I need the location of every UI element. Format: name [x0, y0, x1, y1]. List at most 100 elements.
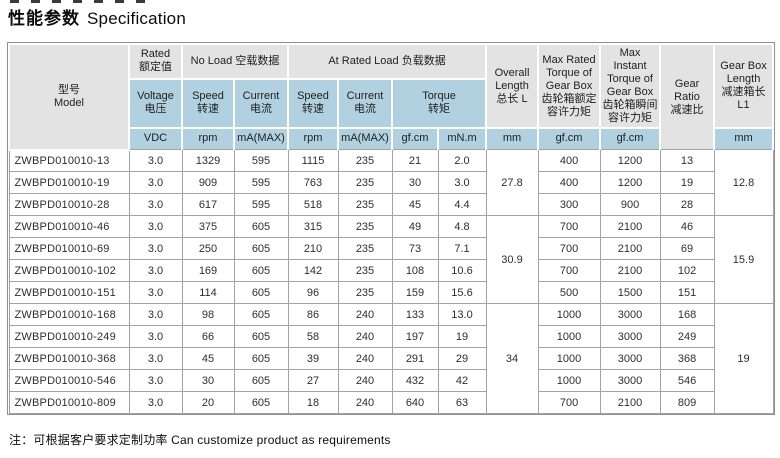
torque-gfcm-cell: 21 [391, 149, 439, 172]
max-instant-torque-cell: 1200 [599, 171, 661, 194]
header-no-load-current-en: Current [242, 90, 280, 103]
max-rated-torque-cell: 1000 [537, 325, 601, 348]
rated-speed-cell: 96 [287, 281, 339, 304]
model-cell: ZWBPD010010-102 [8, 259, 130, 282]
header-torque-cn: 转矩 [428, 103, 450, 116]
no-load-speed-cell: 617 [181, 193, 235, 216]
unit-voltage: VDC [128, 127, 183, 150]
overall-length-cell: 30.9 [485, 215, 539, 304]
header-torque: Torque 转矩 [390, 77, 488, 130]
table-row: ZWBPD010010-13 3.0 1329 595 1115 235 21 2.0 27.8… [8, 149, 774, 216]
header-gear-box-length: Gear Box Length 减速箱长 L1 [713, 43, 775, 129]
gear-ratio-cell: 151 [659, 281, 715, 304]
table-row: ZWBPD010010-102 3.0 169 605 142 235 108 10.6 700… [8, 259, 773, 282]
header-row-fields: Voltage 电压 Speed 转速 Current 电流 Speed 转速 … [9, 77, 773, 130]
torque-mnm-cell: 10.6 [437, 259, 487, 282]
gear-ratio-cell: 168 [659, 303, 715, 326]
no-load-current-cell: 605 [233, 369, 289, 392]
max-rated-torque-cell: 400 [537, 171, 601, 194]
rated-speed-cell: 86 [287, 303, 339, 326]
spec-table-header: 型号 Model Rated 额定值 No Load 空载数据 At Rated… [8, 43, 775, 151]
model-cell: ZWBPD010010-69 [8, 237, 130, 260]
no-load-current-cell: 605 [233, 237, 289, 260]
max-instant-torque-cell: 2100 [599, 391, 661, 414]
torque-gfcm-cell: 159 [391, 281, 439, 304]
header-gear-ratio-en: Gear Ratio [674, 77, 700, 103]
max-instant-torque-cell: 2100 [599, 237, 661, 260]
model-cell: ZWBPD010010-13 [8, 149, 130, 172]
rated-current-cell: 240 [337, 303, 393, 326]
page-crop-artifact [10, 0, 150, 3]
no-load-speed-cell: 30 [181, 369, 235, 392]
no-load-speed-cell: 169 [181, 259, 235, 282]
unit-max-rated-torque: gf.cm [537, 127, 602, 150]
header-rated-cn: 额定值 [139, 61, 172, 74]
gear-ratio-cell: 546 [659, 369, 715, 392]
header-voltage-cn: 电压 [144, 103, 167, 116]
header-no-load: No Load 空载数据 [181, 43, 289, 80]
header-gear-box-length-en: Gear Box Length [720, 60, 767, 85]
header-model-cn: 型号 [58, 83, 80, 96]
table-row: ZWBPD010010-368 3.0 45 605 39 240 291 29 1000 300… [8, 347, 773, 370]
voltage-cell: 3.0 [128, 259, 183, 282]
torque-mnm-cell: 15.6 [437, 281, 487, 304]
rated-current-cell: 235 [337, 259, 393, 282]
header-max-instant-torque-cn: 齿轮箱瞬间容许力矩 [602, 99, 658, 124]
torque-gfcm-cell: 291 [391, 347, 439, 370]
unit-max-instant-torque: gf.cm [599, 127, 662, 150]
rated-current-cell: 240 [337, 325, 393, 348]
table-row: ZWBPD010010-69 3.0 250 605 210 235 73 7.1 700 210… [8, 237, 773, 260]
no-load-current-cell: 605 [233, 303, 289, 326]
max-instant-torque-cell: 900 [599, 193, 661, 216]
no-load-speed-cell: 1329 [181, 149, 235, 172]
gear-ratio-cell: 69 [659, 237, 715, 260]
unit-overall-length: mm [485, 127, 540, 150]
header-no-load-current-cn: 电流 [250, 103, 272, 116]
max-rated-torque-cell: 1000 [537, 303, 601, 326]
max-rated-torque-cell: 700 [537, 391, 601, 414]
no-load-current-cell: 605 [233, 391, 289, 414]
no-load-speed-cell: 20 [181, 391, 235, 414]
rated-speed-cell: 763 [287, 171, 339, 194]
rated-current-cell: 235 [337, 193, 393, 216]
rated-current-cell: 235 [337, 237, 393, 260]
no-load-speed-cell: 250 [181, 237, 235, 260]
voltage-cell: 3.0 [128, 303, 183, 326]
voltage-cell: 3.0 [128, 215, 183, 238]
header-voltage-en: Voltage [137, 90, 174, 103]
header-overall-length: Overall Length 总长 L [485, 43, 540, 129]
no-load-current-cell: 595 [233, 149, 289, 172]
max-rated-torque-cell: 1000 [537, 347, 601, 370]
torque-gfcm-cell: 197 [391, 325, 439, 348]
unit-gear-box-length: mm [713, 127, 775, 150]
table-row: ZWBPD010010-249 3.0 66 605 58 240 197 19 1000 300… [8, 325, 773, 348]
table-row: ZWBPD010010-168 3.0 98 605 86 240 133 13.0 34 100… [8, 303, 774, 414]
rated-current-cell: 235 [337, 215, 393, 238]
rated-current-cell: 235 [337, 171, 393, 194]
torque-gfcm-cell: 30 [391, 171, 439, 194]
model-cell: ZWBPD010010-809 [8, 391, 130, 414]
gear-ratio-cell: 368 [659, 347, 715, 370]
header-max-instant-torque-en: Max Instant Torque of Gear Box [606, 47, 654, 98]
max-rated-torque-cell: 1000 [537, 369, 601, 392]
rated-speed-cell: 27 [287, 369, 339, 392]
table-row: ZWBPD010010-546 3.0 30 605 27 240 432 42 1000 300… [8, 369, 773, 392]
no-load-speed-cell: 909 [181, 171, 235, 194]
spec-table-body: ZWBPD010010-13 3.0 1329 595 1115 235 21 2.0 27.8… [8, 149, 774, 414]
unit-torque-mnm: mN.m [436, 127, 488, 150]
max-rated-torque-cell: 400 [537, 149, 601, 172]
unit-no-load-current: mA(MAX) [233, 127, 289, 150]
model-cell: ZWBPD010010-19 [8, 171, 130, 194]
voltage-cell: 3.0 [128, 149, 183, 172]
no-load-speed-cell: 45 [181, 347, 235, 370]
max-instant-torque-cell: 2100 [599, 215, 661, 238]
table-row: ZWBPD010010-809 3.0 20 605 18 240 640 63 700 2100… [8, 391, 773, 414]
voltage-cell: 3.0 [128, 171, 183, 194]
torque-gfcm-cell: 640 [391, 391, 439, 414]
gear-ratio-cell: 28 [659, 193, 715, 216]
torque-gfcm-cell: 49 [391, 215, 439, 238]
no-load-current-cell: 605 [233, 259, 289, 282]
gear-ratio-cell: 809 [659, 391, 715, 414]
max-instant-torque-cell: 3000 [599, 347, 661, 370]
overall-length-cell: 27.8 [485, 149, 539, 216]
